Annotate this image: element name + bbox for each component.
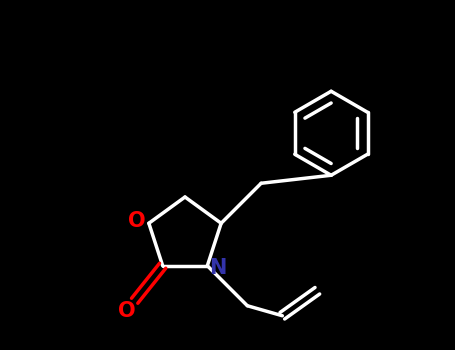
Text: N: N — [209, 258, 226, 278]
Text: O: O — [118, 301, 136, 321]
Text: O: O — [128, 211, 146, 231]
